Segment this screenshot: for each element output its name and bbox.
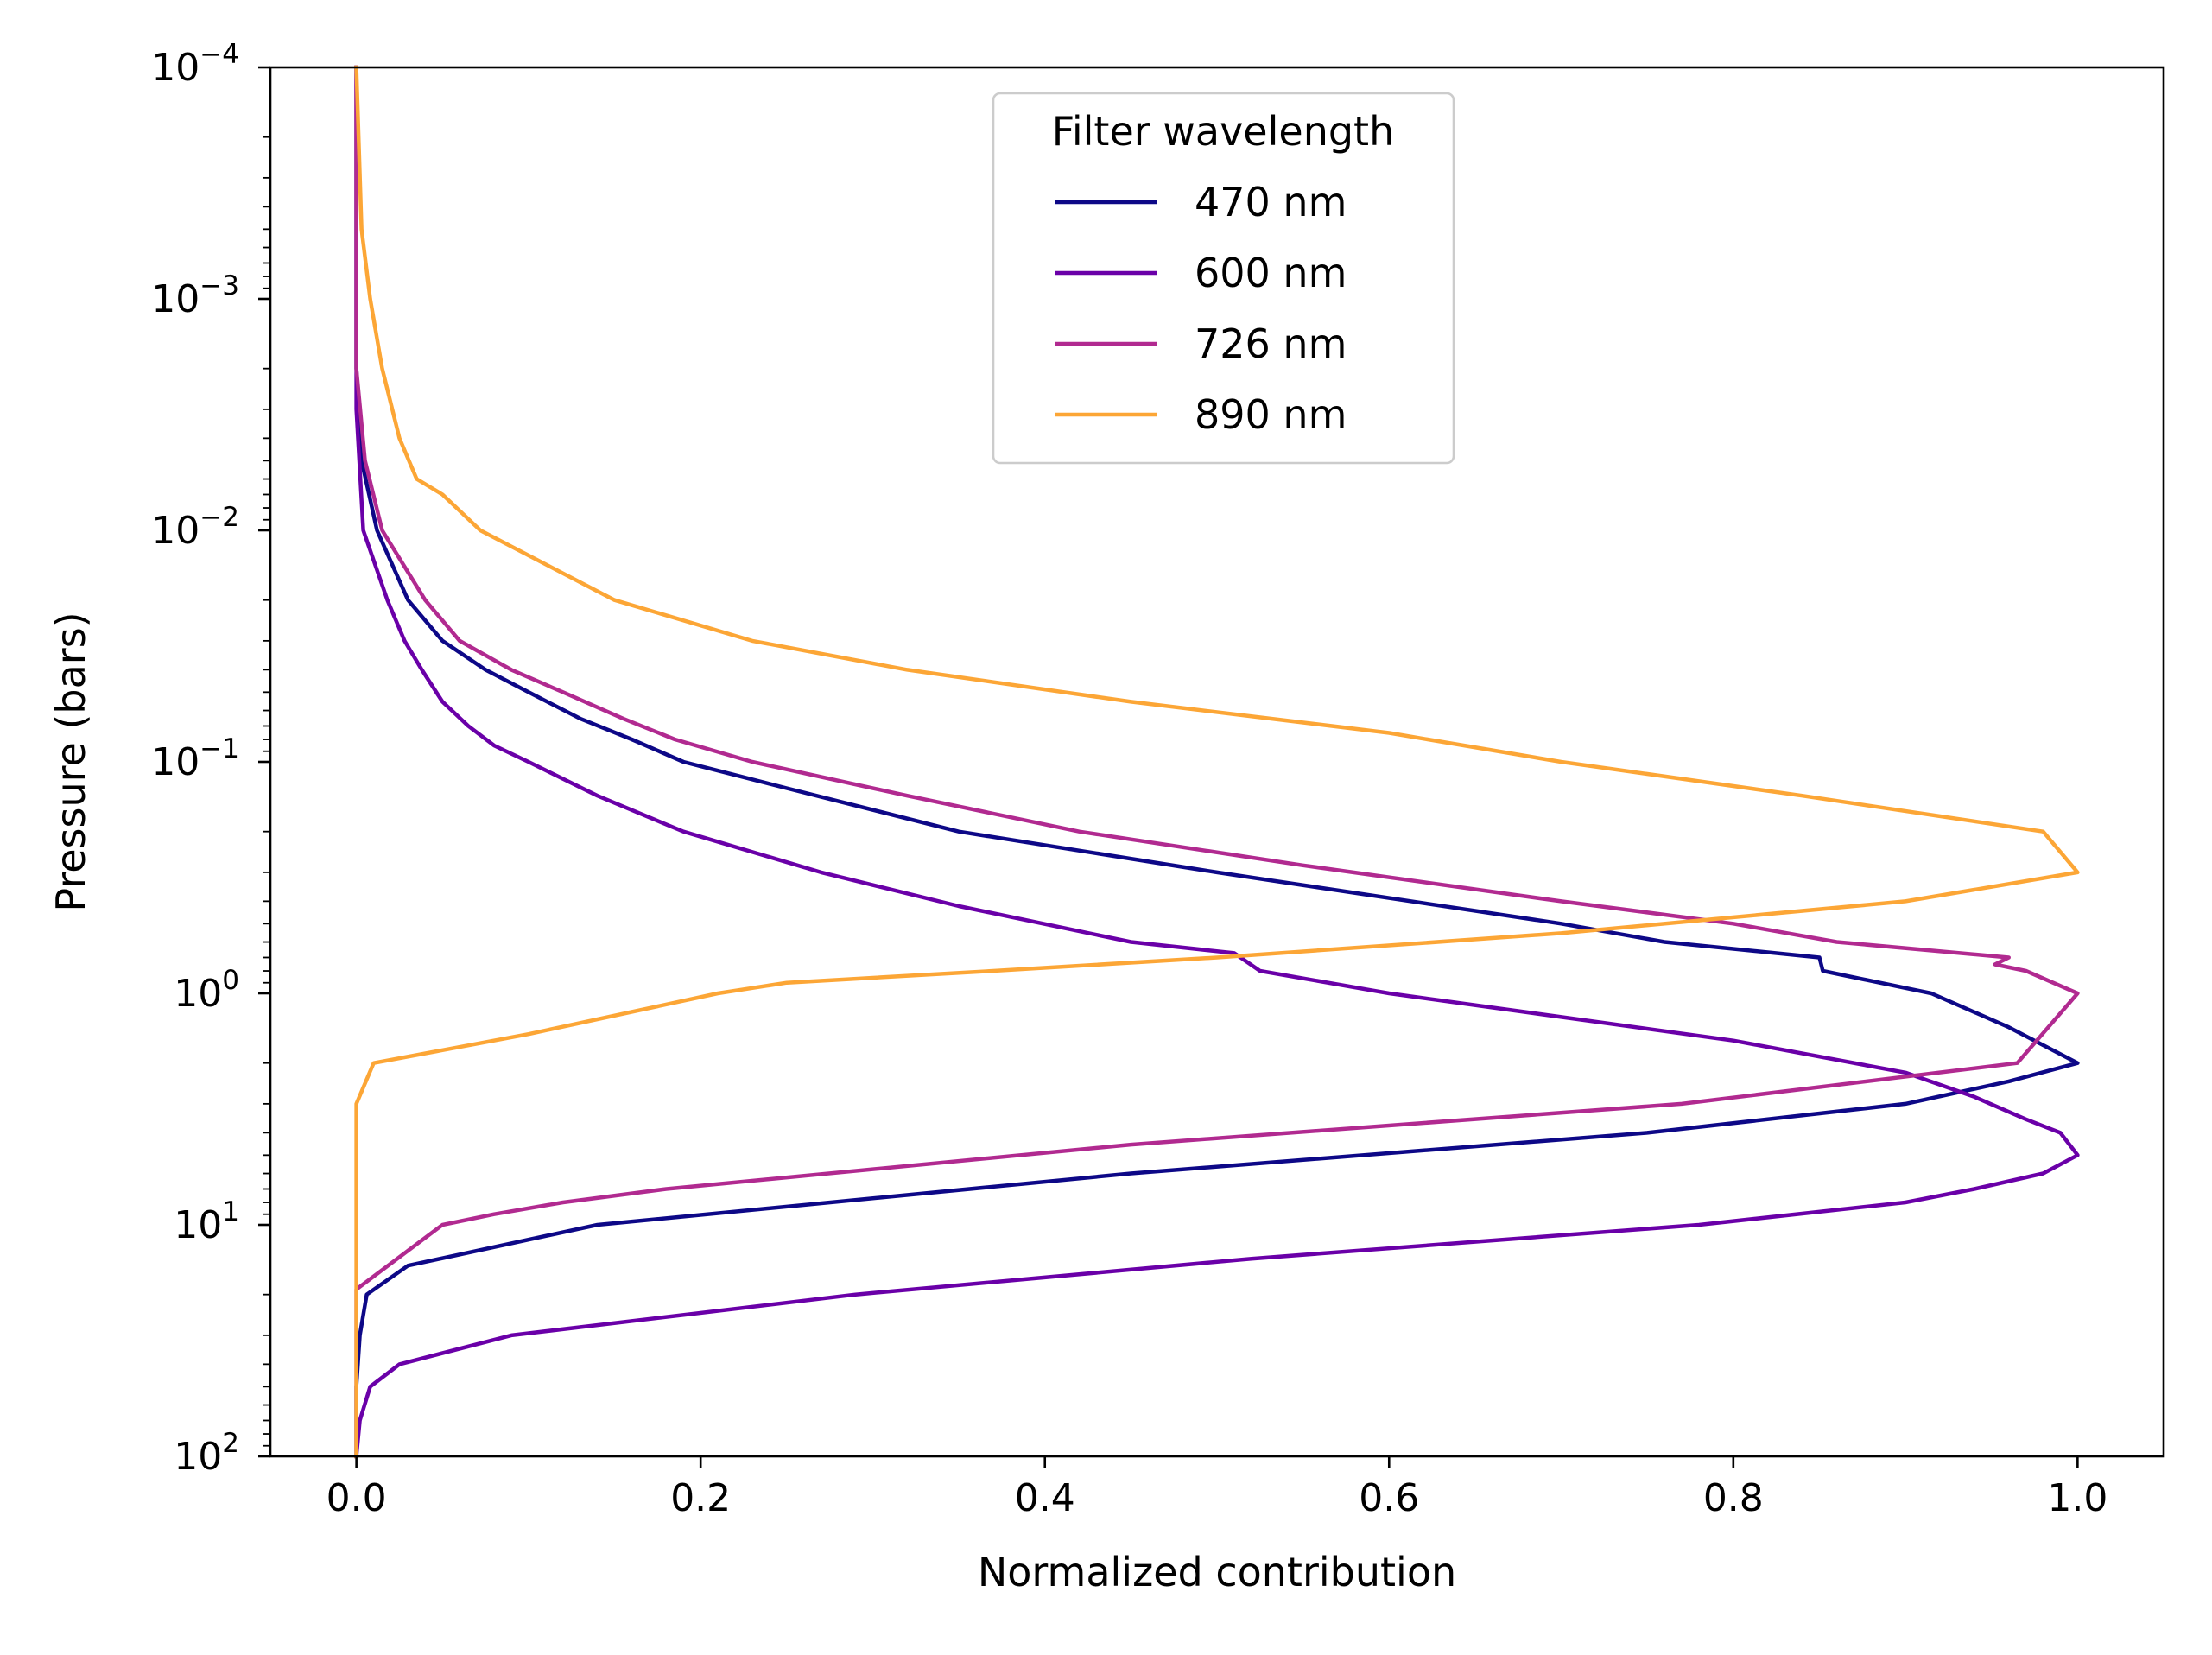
x-tick-label: 0.6 xyxy=(1359,1476,1419,1520)
x-tick-label: 0.4 xyxy=(1015,1476,1075,1520)
y-tick-base: 10 xyxy=(151,277,200,321)
legend-label: 890 nm xyxy=(1195,391,1347,438)
y-tick-exponent: −4 xyxy=(200,39,239,70)
y-tick-base: 10 xyxy=(151,46,200,90)
y-tick-exponent: −2 xyxy=(200,502,239,533)
series-line-600-nm xyxy=(354,65,2080,1459)
series-line-726-nm xyxy=(354,65,2080,1459)
y-tick-base: 10 xyxy=(174,1435,222,1479)
x-tick-label: 1.0 xyxy=(2047,1476,2107,1520)
y-tick-label: 10−2 xyxy=(151,502,239,553)
y-tick-base: 10 xyxy=(174,1203,222,1247)
y-tick-exponent: −3 xyxy=(200,270,239,301)
y-tick-exponent: 2 xyxy=(222,1428,239,1459)
y-tick-label: 10−4 xyxy=(151,39,239,90)
y-tick-label: 10−3 xyxy=(151,270,239,321)
x-axis-title: Normalized contribution xyxy=(978,1549,1456,1595)
y-tick-label: 101 xyxy=(174,1196,239,1247)
legend-label: 726 nm xyxy=(1195,320,1347,367)
legend-box xyxy=(992,92,1455,465)
series-lines xyxy=(354,65,2080,1459)
legend-title: Filter wavelength xyxy=(1052,108,1395,155)
y-tick-label: 10−1 xyxy=(151,733,239,784)
y-tick-base: 10 xyxy=(151,740,200,784)
legend-entries: 470 nm 600 nm 726 nm 890 nm xyxy=(1055,179,1347,438)
x-tick-label: 0.2 xyxy=(670,1476,731,1520)
y-tick-exponent: 1 xyxy=(222,1196,239,1227)
legend: Filter wavelength 470 nm 600 nm 726 nm 890 … xyxy=(992,92,1455,465)
y-tick-label: 100 xyxy=(174,965,239,1016)
y-tick-exponent: −1 xyxy=(200,733,239,764)
series-line-890-nm xyxy=(354,65,2080,1459)
y-tick-base: 10 xyxy=(174,972,222,1016)
legend-label: 600 nm xyxy=(1195,250,1347,296)
x-tick-label: 0.8 xyxy=(1703,1476,1764,1520)
y-tick-exponent: 0 xyxy=(222,965,239,996)
x-tick-label: 0.0 xyxy=(326,1476,387,1520)
y-axis-title: Pressure (bars) xyxy=(48,612,94,911)
y-tick-base: 10 xyxy=(151,509,200,553)
x-axis: 0.0 0.2 0.4 0.6 0.8 1.0 xyxy=(326,1456,2107,1520)
y-tick-label: 102 xyxy=(174,1428,239,1479)
series-line-470-nm xyxy=(354,65,2080,1459)
legend-label: 470 nm xyxy=(1195,179,1347,225)
